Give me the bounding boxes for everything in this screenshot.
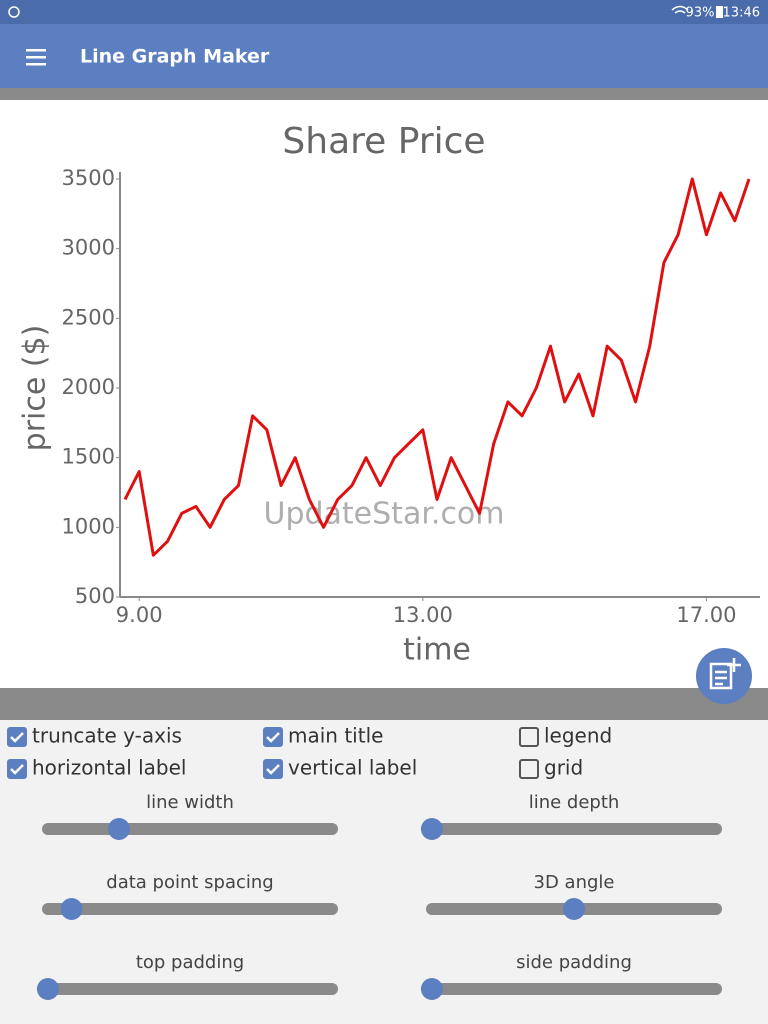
slider-label: line depth — [529, 792, 620, 813]
x-tick-label: 9.00 — [116, 603, 163, 627]
menu-line — [26, 56, 46, 59]
chart-area — [0, 100, 768, 688]
checkmark — [10, 732, 24, 743]
y-tick-label: 1000 — [62, 514, 115, 538]
status-icon — [8, 6, 20, 18]
checkbox-label: legend — [544, 724, 612, 748]
y-tick-label: 3500 — [62, 166, 115, 190]
slider-track — [42, 983, 338, 995]
y-axis-label: price ($) — [18, 325, 53, 452]
fab-icon — [709, 662, 733, 690]
clock: 13:46 — [723, 6, 760, 21]
menu-line — [26, 63, 46, 66]
slider-label: 3D angle — [534, 872, 615, 893]
checkbox[interactable] — [263, 759, 283, 779]
wifi-icon — [671, 5, 689, 14]
app-bar — [0, 24, 768, 88]
controls-panel — [0, 720, 768, 1024]
checkbox-label: main title — [288, 724, 383, 748]
y-tick-label: 2000 — [62, 375, 115, 399]
separator — [0, 88, 768, 100]
fab-icon — [715, 658, 741, 686]
slider-track — [42, 903, 338, 915]
slider-thumb[interactable] — [563, 898, 585, 920]
checkbox-label: horizontal label — [32, 756, 186, 780]
app-title: Line Graph Maker — [80, 46, 270, 68]
watermark: UpdateStar.com — [263, 497, 504, 532]
slider-label: side padding — [516, 952, 632, 973]
separator — [0, 688, 768, 720]
chart-title: Share Price — [282, 121, 485, 162]
y-tick-label: 3000 — [62, 236, 115, 260]
fab — [696, 648, 752, 704]
checkbox[interactable] — [7, 759, 27, 779]
add-button[interactable] — [696, 648, 752, 704]
battery-text: 93% — [686, 6, 715, 21]
y-tick-label: 2500 — [62, 305, 115, 329]
slider-thumb[interactable] — [36, 978, 59, 1000]
x-tick-label: 13.00 — [393, 603, 453, 627]
menu-button[interactable] — [26, 49, 46, 66]
slider-track — [426, 983, 722, 995]
x-axis-label: time — [403, 633, 471, 668]
checkbox-label: grid — [544, 756, 583, 780]
y-tick-label: 1500 — [62, 445, 115, 469]
slider-track — [426, 823, 722, 835]
battery-icon — [716, 6, 723, 18]
checkbox[interactable] — [519, 759, 539, 779]
slider-label: data point spacing — [106, 872, 273, 893]
menu-line — [26, 49, 46, 52]
checkbox[interactable] — [7, 727, 27, 747]
slider-label: top padding — [136, 952, 244, 973]
x-tick-label: 17.00 — [676, 603, 736, 627]
slider-thumb[interactable] — [60, 898, 83, 920]
checkmark — [266, 764, 280, 775]
checkmark — [10, 764, 24, 775]
slider-thumb[interactable] — [420, 978, 443, 1000]
slider-label: line width — [146, 792, 234, 813]
checkbox[interactable] — [263, 727, 283, 747]
slider-thumb[interactable] — [107, 818, 130, 840]
slider-thumb[interactable] — [420, 818, 443, 840]
slider-track — [42, 823, 338, 835]
data-line — [123, 177, 751, 557]
checkbox-label: truncate y-axis — [32, 724, 182, 748]
status-bar — [0, 0, 768, 24]
checkbox-label: vertical label — [288, 756, 417, 780]
checkmark — [266, 732, 280, 743]
checkbox[interactable] — [519, 727, 539, 747]
y-tick-label: 500 — [75, 584, 115, 608]
